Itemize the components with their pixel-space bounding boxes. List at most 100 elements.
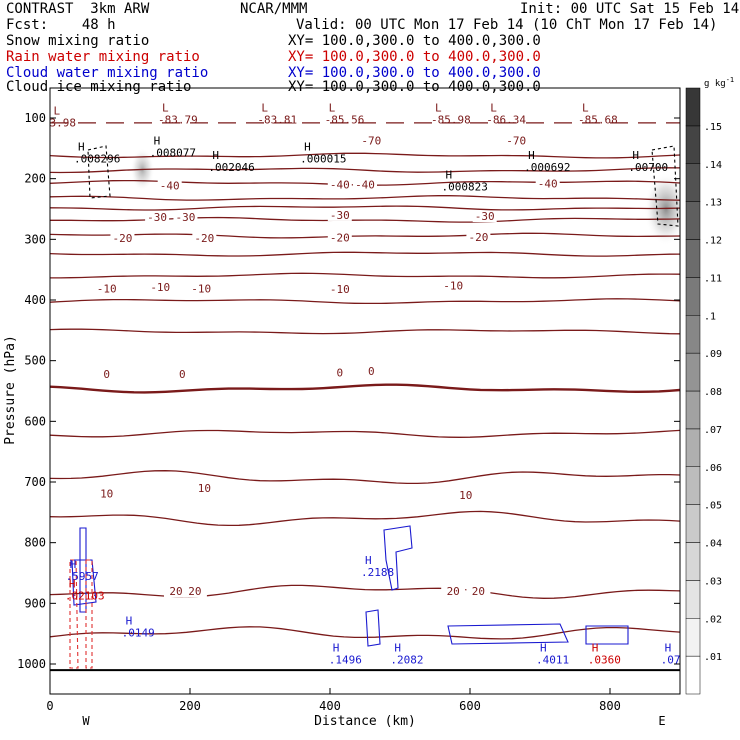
extremum-value-0: 3.98	[50, 117, 77, 130]
colorbar-cell-8	[685, 352, 701, 392]
extremum-marker-3: L	[329, 102, 336, 115]
forecast-hour: Fcst: 48 h	[6, 17, 116, 33]
extremum-marker-7: H	[78, 140, 85, 153]
colorbar-cell-14	[685, 125, 701, 164]
cloud-water-band-east	[447, 623, 569, 645]
colorbar-label-11: .12	[704, 236, 722, 247]
temp-label-bg-1	[504, 135, 529, 147]
colorbar-label-7: .08	[704, 387, 722, 398]
temperature-contour-25	[50, 626, 680, 640]
east-label: E	[658, 714, 665, 728]
extremum-marker-2: L	[261, 102, 268, 115]
field-rain-xy: XY= 100.0,300.0 to 400.0,300.0	[288, 49, 541, 65]
cloud-water-cell-west-b	[71, 559, 97, 606]
temp-label-28: 20	[447, 585, 460, 598]
temp-label-14: -10	[97, 283, 117, 296]
field-snow-name: Snow mixing ratio	[6, 33, 150, 49]
colorbar-cell-9	[685, 315, 701, 354]
rain-cell-west-b	[85, 559, 93, 669]
colorbar-label-10: .11	[704, 273, 722, 284]
extremum-value-18: .1496	[329, 654, 362, 667]
temperature-contour--20	[50, 251, 680, 257]
hydrometeor-contours	[69, 145, 679, 669]
temp-label-bg-3	[327, 179, 352, 191]
temp-label-bg-2	[157, 180, 182, 192]
field-cloud-water-name: Cloud water mixing ratio	[6, 65, 209, 81]
y-axis-label: Pressure (hPa)	[3, 335, 18, 445]
center-title: NCAR/MMM	[240, 1, 308, 17]
colorbar-cell-6	[685, 428, 701, 467]
temp-label-2: -40	[160, 179, 180, 192]
temperature-contour-0	[50, 383, 680, 394]
temp-label-bg-23	[94, 488, 119, 500]
init-time: Init: 00 UTC Sat 15 Feb 14	[520, 1, 740, 17]
y-tick-label-300: 300	[24, 232, 46, 246]
x-tick-label-400: 400	[319, 699, 341, 713]
extremum-value-3: -85.56	[325, 114, 365, 127]
x-tick-label-800: 800	[599, 699, 621, 713]
temp-label-bg-7	[173, 212, 198, 224]
temperature-contour--15	[50, 272, 680, 279]
temp-label-5: -40	[538, 177, 558, 190]
y-tick-label-500: 500	[24, 354, 46, 368]
temp-label-20: 0	[179, 368, 186, 381]
extremum-marker-9: H	[212, 149, 219, 162]
colorbar-unit-exponent: -1	[726, 76, 734, 84]
model-title: CONTRAST 3km ARW	[6, 1, 150, 17]
temperature-contour-5	[50, 429, 680, 438]
west-label: W	[82, 714, 90, 728]
extremum-marker-19: H	[394, 642, 401, 655]
colorbar-label-13: .14	[704, 160, 722, 171]
field-snow-xy: XY= 100.0,300.0 to 400.0,300.0	[288, 33, 541, 49]
y-tick-label-400: 400	[24, 293, 46, 307]
extremum-value-14: .5957	[66, 570, 99, 583]
temperature-contour-15	[50, 510, 680, 527]
extremum-value-16: .0149	[122, 626, 155, 639]
temp-label-22: 0	[368, 365, 375, 378]
colorbar-cell-15	[685, 87, 701, 127]
temp-label-26: 20	[169, 585, 182, 598]
extremum-marker-8: H	[154, 134, 161, 147]
temp-label-8: -30	[330, 209, 350, 222]
colorbar-label-0: .01	[704, 652, 722, 663]
temp-label-bg-16	[189, 283, 214, 295]
colorbar-unit: g kg-1	[704, 76, 734, 89]
extremum-marker-18: H	[333, 642, 340, 655]
temperature-contour--40	[50, 195, 680, 201]
extremum-marker-5: L	[490, 102, 497, 115]
x-tick-label-600: 600	[459, 699, 481, 713]
temp-label-6: -30	[147, 211, 167, 224]
temp-label-18: -10	[443, 279, 463, 292]
temp-label-27: 20	[188, 585, 201, 598]
extremum-value-5: -86.34	[486, 114, 526, 127]
temp-label-bg-5	[535, 178, 560, 190]
temp-label-bg-8	[327, 209, 352, 221]
temp-label-13: -20	[468, 231, 488, 244]
extremum-marker-16: H	[126, 614, 133, 627]
extremum-marker-22: H	[665, 642, 672, 655]
extremum-marker-21: H	[592, 642, 599, 655]
extremum-marker-6: L	[582, 102, 589, 115]
y-tick-label-800: 800	[24, 536, 46, 550]
temp-label-bg-12	[327, 232, 352, 244]
colorbar-label-1: .02	[704, 614, 722, 625]
field-cloud-ice-name: Cloud ice mixing ratio	[6, 79, 192, 95]
temperature-contour--25	[50, 232, 680, 239]
y-tick-label-600: 600	[24, 414, 46, 428]
x-tick-label-0: 0	[46, 699, 53, 713]
temperature-contours	[50, 122, 680, 640]
extremum-value-13: .00700	[628, 161, 668, 174]
cloud-water-oval-east	[585, 625, 629, 645]
extremum-value-20: .4011	[536, 654, 569, 667]
temp-label-1: -70	[506, 135, 526, 148]
extremum-value-9: .002046	[208, 161, 254, 174]
extremum-value-22: .07	[661, 654, 681, 667]
field-rain-name: Rain water mixing ratio	[6, 49, 200, 65]
temp-label-15: -10	[150, 281, 170, 294]
temp-label-25: 10	[459, 489, 472, 502]
x-tick-label-200: 200	[179, 699, 201, 713]
temp-label-bg-13	[466, 231, 491, 243]
temperature-contour--5	[50, 328, 680, 335]
extremum-value-12: .000692	[524, 161, 570, 174]
temp-label-7: -30	[176, 211, 196, 224]
